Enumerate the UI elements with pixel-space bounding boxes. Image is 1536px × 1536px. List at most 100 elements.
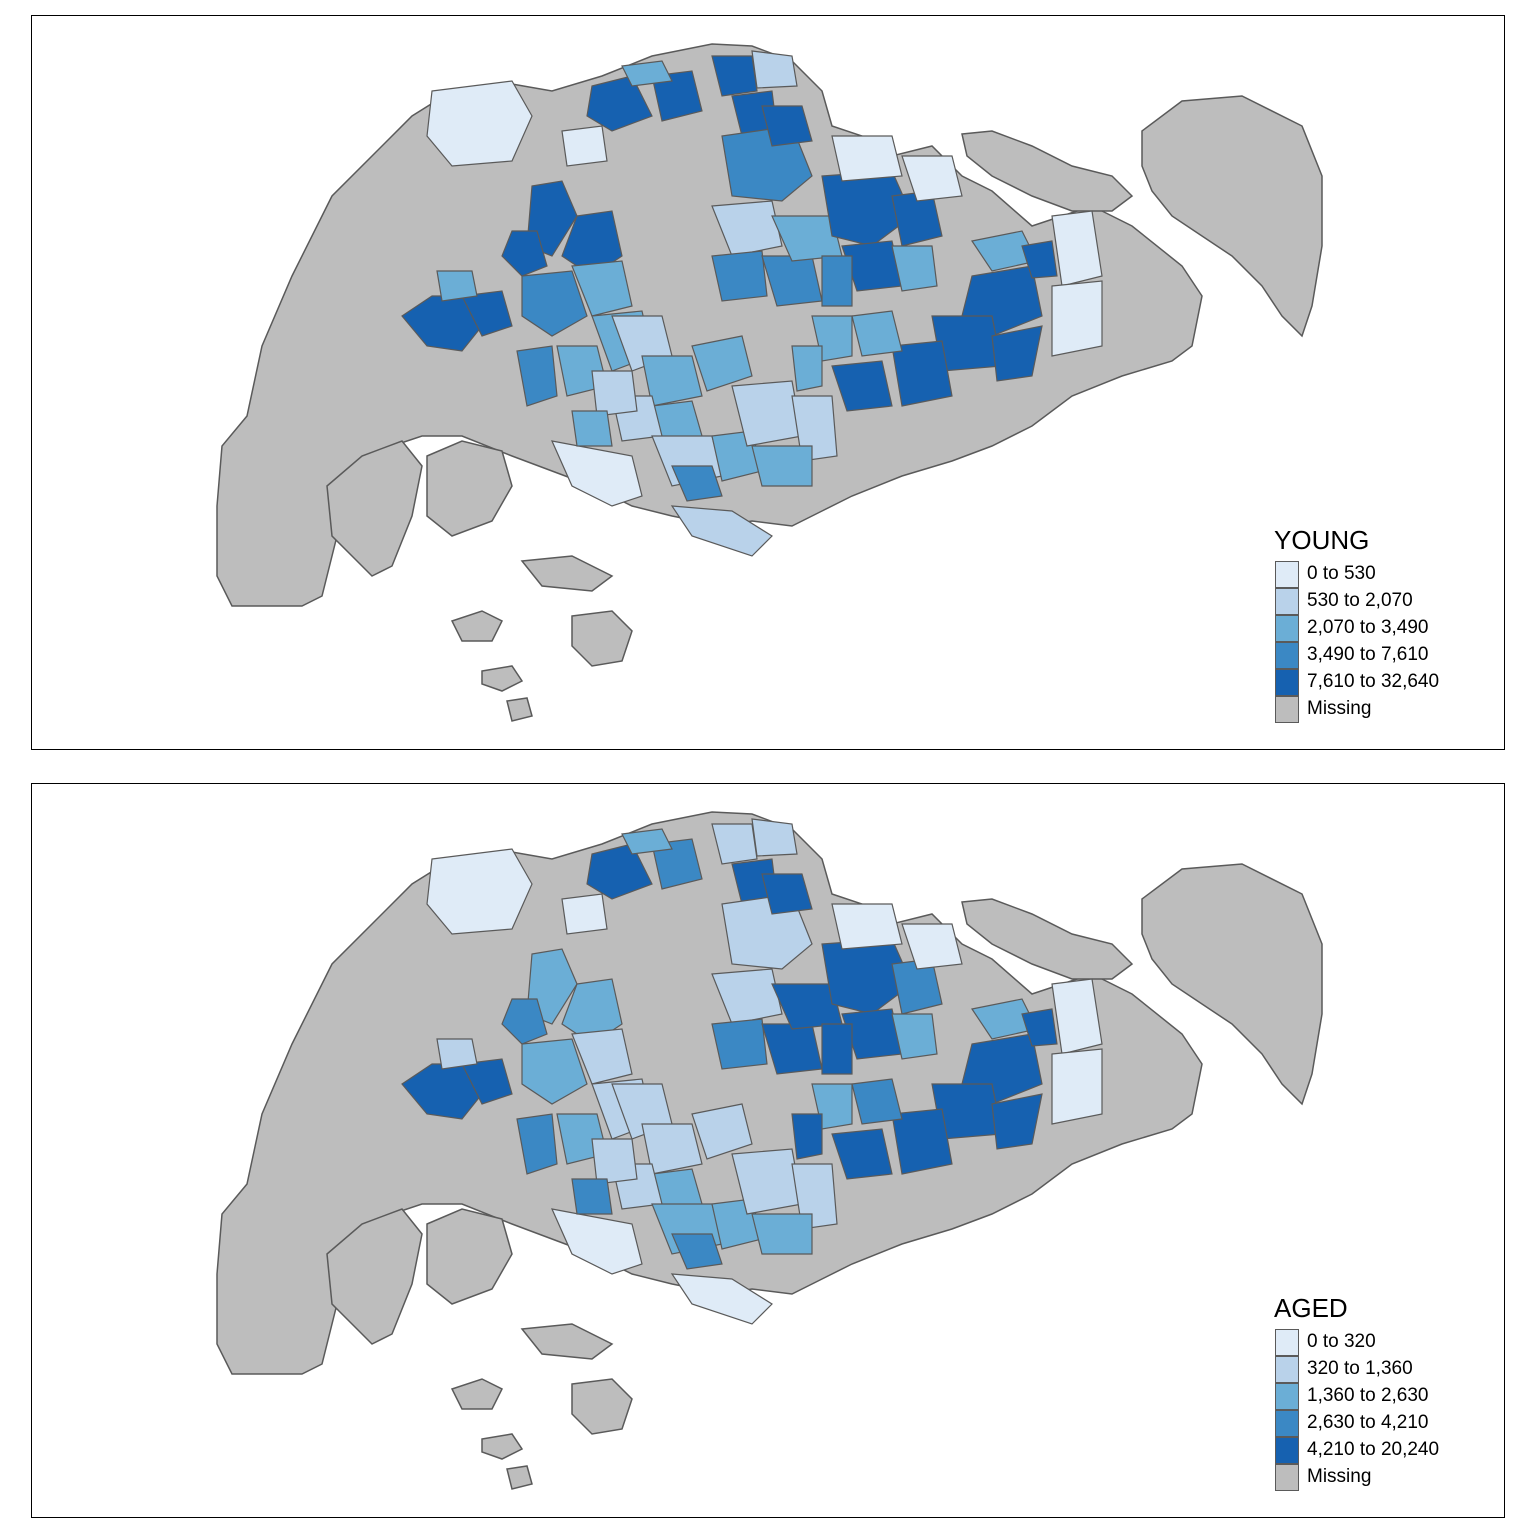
map-subzone xyxy=(426,80,533,167)
map-subzone xyxy=(751,445,813,487)
map-region-missing xyxy=(1141,95,1323,338)
map-subzone xyxy=(761,873,813,915)
map-subzone xyxy=(831,135,903,182)
map-subzone xyxy=(501,230,548,277)
map-region-missing xyxy=(520,1323,614,1360)
map-subzone xyxy=(831,1128,893,1180)
map-subzone xyxy=(831,360,893,412)
map-region-missing xyxy=(961,898,1134,980)
map-subzone xyxy=(711,823,758,865)
map-subzone xyxy=(791,345,823,392)
map-subzone xyxy=(891,1013,938,1060)
legend-label: 2,630 to 4,210 xyxy=(1307,1412,1429,1433)
map-subzone xyxy=(691,335,753,392)
map-subzone xyxy=(711,200,783,257)
aged-map-panel: AGED 0 to 320 320 to 1,360 1,360 to 2,63… xyxy=(31,783,1505,1518)
legend-item: 2,630 to 4,210 xyxy=(1273,1410,1493,1437)
map-subzone xyxy=(586,843,653,900)
legend-swatch xyxy=(1275,1383,1299,1410)
map-subzone xyxy=(751,1213,813,1255)
map-region-missing xyxy=(571,1378,633,1435)
legend-swatch xyxy=(1275,1437,1299,1464)
map-region-missing xyxy=(326,1208,423,1345)
map-subzone xyxy=(621,828,673,855)
map-subzone xyxy=(711,1018,768,1070)
legend-item: 4,210 to 20,240 xyxy=(1273,1437,1493,1464)
map-subzone xyxy=(751,50,798,89)
map-subzone xyxy=(641,1123,703,1175)
legend-label: 320 to 1,360 xyxy=(1307,1358,1413,1379)
map-subzone xyxy=(571,1028,633,1085)
legend-item: Missing xyxy=(1273,696,1493,723)
legend-title: AGED xyxy=(1274,1293,1348,1323)
legend-item: 530 to 2,070 xyxy=(1273,588,1493,615)
legend-label: 3,490 to 7,610 xyxy=(1307,644,1429,665)
legend-swatch xyxy=(1275,1356,1299,1383)
legend-label: 7,610 to 32,640 xyxy=(1307,671,1440,692)
legend-swatch xyxy=(1275,588,1299,615)
map-region-missing xyxy=(481,665,524,692)
map-subzone xyxy=(516,345,558,407)
map-subzone xyxy=(851,1078,903,1125)
map-subzone xyxy=(1051,210,1103,287)
map-subzone xyxy=(821,1023,853,1075)
map-subzone xyxy=(461,290,513,337)
young-choropleth-map xyxy=(216,43,1323,722)
map-subzone xyxy=(671,1233,723,1270)
legend-label: 2,070 to 3,490 xyxy=(1307,617,1429,638)
legend-label: 0 to 320 xyxy=(1307,1331,1376,1352)
legend-item: 0 to 530 xyxy=(1273,561,1493,588)
map-region-missing xyxy=(326,440,423,577)
map-region-missing xyxy=(506,1465,533,1490)
legend-item: 2,070 to 3,490 xyxy=(1273,615,1493,642)
map-subzone xyxy=(851,310,903,357)
map-subzone xyxy=(711,55,758,97)
legend-label: 4,210 to 20,240 xyxy=(1307,1439,1440,1460)
map-subzone xyxy=(901,155,963,202)
legend-label: 0 to 530 xyxy=(1307,563,1376,584)
young-legend: YOUNG 0 to 530 530 to 2,070 2,070 to 3,4… xyxy=(1273,523,1493,723)
legend-swatch xyxy=(1275,615,1299,642)
map-subzone xyxy=(891,245,938,292)
map-subzone xyxy=(561,893,608,935)
map-subzone xyxy=(761,105,813,147)
legend-items: 0 to 320 320 to 1,360 1,360 to 2,630 2,6… xyxy=(1273,1329,1493,1491)
map-subzone xyxy=(821,255,853,307)
map-subzone xyxy=(521,1038,588,1105)
map-subzone xyxy=(1051,978,1103,1055)
map-subzone xyxy=(791,1163,838,1230)
map-subzone xyxy=(586,75,653,132)
legend-swatch xyxy=(1275,1464,1299,1491)
map-subzone xyxy=(670,505,773,557)
map-subzone xyxy=(691,1103,753,1160)
legend-swatch xyxy=(1275,561,1299,588)
map-subzone xyxy=(641,355,703,407)
map-subzone xyxy=(561,125,608,167)
map-subzone xyxy=(501,998,548,1045)
map-subzone xyxy=(571,410,613,447)
map-subzone xyxy=(670,1273,773,1325)
map-subzone xyxy=(1021,240,1058,279)
map-subzone xyxy=(1051,1048,1103,1125)
map-subzone xyxy=(591,1138,638,1185)
legend-label: Missing xyxy=(1307,698,1372,719)
legend-swatch xyxy=(1275,669,1299,696)
map-region-missing xyxy=(450,610,504,642)
aged-legend: AGED 0 to 320 320 to 1,360 1,360 to 2,63… xyxy=(1273,1291,1493,1491)
map-subzone xyxy=(436,270,478,302)
map-subzone xyxy=(516,1113,558,1175)
map-region-missing xyxy=(426,1208,513,1305)
map-subzone xyxy=(521,270,588,337)
map-subzone xyxy=(426,848,533,935)
legend-swatch xyxy=(1275,1410,1299,1437)
legend-items: 0 to 530 530 to 2,070 2,070 to 3,490 3,4… xyxy=(1273,561,1493,723)
map-subzone xyxy=(550,1208,643,1275)
young-map-panel: YOUNG 0 to 530 530 to 2,070 2,070 to 3,4… xyxy=(31,15,1505,750)
map-subzone xyxy=(621,60,673,87)
legend-item: 3,490 to 7,610 xyxy=(1273,642,1493,669)
map-region-missing xyxy=(571,610,633,667)
map-region-missing xyxy=(481,1433,524,1460)
map-subzone xyxy=(991,1093,1043,1150)
map-subzone xyxy=(1051,280,1103,357)
map-region-missing xyxy=(520,555,614,592)
